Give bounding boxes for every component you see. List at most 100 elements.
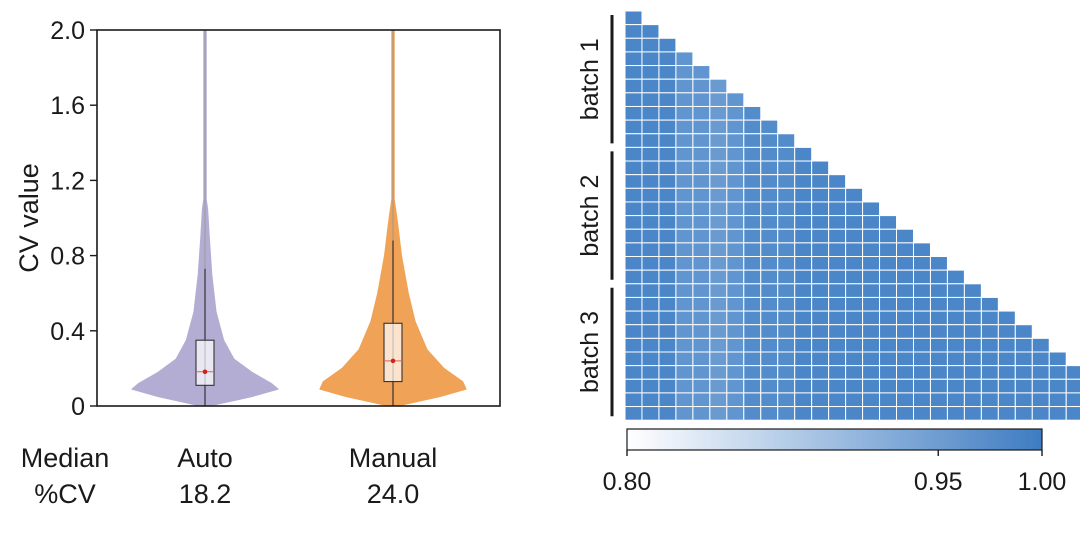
- heatmap-cell: [929, 296, 948, 312]
- heatmap-cell: [845, 351, 864, 367]
- heatmap-cell: [828, 324, 847, 339]
- heatmap-cell: [760, 296, 779, 312]
- heatmap-cell: [946, 324, 965, 339]
- heatmap-cell: [760, 119, 779, 135]
- heatmap-cell: [828, 351, 847, 367]
- heatmap-cell: [879, 378, 898, 394]
- category-label: Auto: [177, 443, 233, 473]
- heatmap-cell: [828, 310, 847, 326]
- heatmap-cell: [811, 337, 830, 353]
- heatmap-cell: [726, 174, 745, 189]
- heatmap-cell: [862, 406, 881, 421]
- heatmap-cell: [946, 365, 965, 380]
- heatmap-cell: [675, 324, 694, 339]
- heatmap-cell: [1014, 406, 1033, 421]
- heatmap-cell: [624, 133, 643, 148]
- heatmap-cell: [845, 242, 864, 258]
- heatmap-cell: [828, 187, 847, 203]
- heatmap-cell: [692, 406, 711, 421]
- heatmap-cell: [980, 337, 999, 353]
- heatmap-cell: [828, 378, 847, 394]
- heatmap-cell: [726, 324, 745, 339]
- heatmap-cell: [709, 296, 728, 312]
- heatmap-cell: [624, 296, 643, 312]
- heatmap-cell: [980, 378, 999, 394]
- heatmap-cell: [675, 160, 694, 176]
- heatmap-cell: [1014, 392, 1033, 408]
- heatmap-cell: [1031, 378, 1050, 394]
- heatmap-cell: [963, 365, 982, 380]
- heatmap-cell: [709, 310, 728, 326]
- heatmap-cell: [794, 378, 813, 394]
- heatmap-cell: [675, 392, 694, 408]
- heatmap-cell: [963, 296, 982, 312]
- heatmap-cell: [726, 146, 745, 162]
- heatmap-cell: [963, 283, 982, 298]
- heatmap-cell: [912, 351, 931, 367]
- heatmap-cell: [811, 242, 830, 258]
- heatmap-cell: [811, 365, 830, 380]
- heatmap-cell: [624, 283, 643, 298]
- heatmap-cell: [675, 105, 694, 121]
- heatmap-cell: [912, 365, 931, 380]
- y-tick-label: 0.8: [50, 243, 85, 271]
- heatmap-cell: [743, 365, 762, 380]
- heatmap-cell: [811, 283, 830, 298]
- heatmap-cell: [692, 365, 711, 380]
- heatmap-cell: [879, 365, 898, 380]
- heatmap-cell: [726, 160, 745, 176]
- heatmap-cell: [794, 242, 813, 258]
- heatmap-cell: [828, 242, 847, 258]
- heatmap-cell: [709, 228, 728, 244]
- heatmap-cell: [777, 228, 796, 244]
- heatmap-cell: [658, 256, 677, 271]
- median-point: [390, 358, 396, 364]
- heatmap-cell: [963, 337, 982, 353]
- heatmap-cell: [692, 337, 711, 353]
- colorbar-tick-label: 0.95: [914, 468, 963, 496]
- heatmap-cell: [743, 242, 762, 258]
- heatmap-cell: [777, 242, 796, 258]
- heatmap-cell: [828, 296, 847, 312]
- heatmap-cell: [845, 378, 864, 394]
- heatmap-cell: [692, 119, 711, 135]
- heatmap-cell: [709, 242, 728, 258]
- heatmap-cell: [658, 92, 677, 107]
- heatmap-cell: [1014, 365, 1033, 380]
- heatmap-cell: [726, 351, 745, 367]
- correlation-heatmap: batch 1 batch 2 batch 3 0.80 0.95 1.00: [576, 10, 1080, 496]
- heatmap-cell: [862, 392, 881, 408]
- heatmap-cell: [912, 242, 931, 258]
- heatmap-cell: [760, 310, 779, 326]
- heatmap-cell: [862, 269, 881, 285]
- heatmap-cell: [624, 269, 643, 285]
- heatmap-cell: [641, 160, 660, 176]
- heatmap-cell: [1048, 392, 1067, 408]
- heatmap-cell: [675, 365, 694, 380]
- heatmap-cell: [879, 269, 898, 285]
- heatmap-cell: [794, 392, 813, 408]
- heatmap-cell: [1065, 378, 1080, 394]
- heatmap-cell: [709, 283, 728, 298]
- heatmap-cell: [794, 269, 813, 285]
- heatmap-cell: [777, 160, 796, 176]
- heatmap-cell: [760, 283, 779, 298]
- heatmap-cell: [1031, 406, 1050, 421]
- heatmap-cell: [692, 78, 711, 94]
- heatmap-cell: [743, 310, 762, 326]
- heatmap-cell: [658, 187, 677, 203]
- heatmap-cell: [709, 174, 728, 189]
- heatmap-cell: [879, 215, 898, 230]
- heatmap-cell: [624, 51, 643, 67]
- heatmap-cell: [692, 65, 711, 80]
- heatmap-cell: [675, 256, 694, 271]
- heatmap-cell: [896, 351, 914, 367]
- heatmap-cell: [726, 228, 745, 244]
- heatmap-cell: [794, 406, 813, 421]
- heatmap-cell: [980, 351, 999, 367]
- heatmap-cell: [879, 242, 898, 258]
- heatmap-cell: [980, 296, 999, 312]
- heatmap-cell: [777, 256, 796, 271]
- batch-label: batch 1: [576, 38, 604, 120]
- heatmap-cell: [760, 242, 779, 258]
